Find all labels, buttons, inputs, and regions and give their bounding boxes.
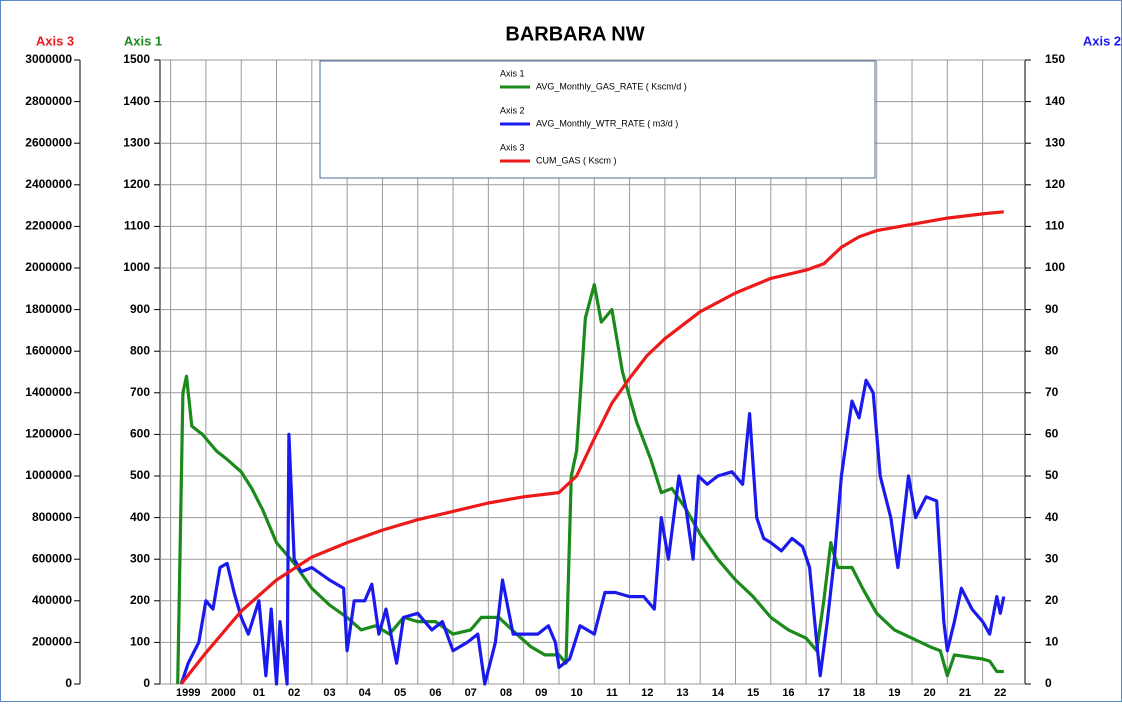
y3-tick-label: 400000 — [32, 593, 72, 607]
x-tick-label: 07 — [465, 687, 477, 699]
x-tick-label: 12 — [641, 687, 653, 699]
y3-tick-label: 2800000 — [25, 94, 72, 108]
y3-tick-label: 2200000 — [25, 219, 72, 233]
y3-tick-label: 1600000 — [25, 343, 72, 357]
y2-tick-label: 40 — [1045, 510, 1059, 524]
y2-tick-label: 10 — [1045, 635, 1059, 649]
legend-label: AVG_Monthly_GAS_RATE ( Kscm/d ) — [536, 81, 687, 91]
y-tick-label: 1300 — [123, 135, 150, 149]
y2-tick-label: 90 — [1045, 302, 1059, 316]
y-tick-label: 1200 — [123, 177, 150, 191]
x-tick-label: 15 — [747, 687, 759, 699]
y-tick-label: 900 — [130, 302, 150, 316]
axis2-title: Axis 2 — [1083, 33, 1121, 48]
x-tick-label: 13 — [676, 687, 688, 699]
x-tick-label: 16 — [782, 687, 794, 699]
x-tick-label: 05 — [394, 687, 406, 699]
x-tick-label: 21 — [959, 687, 971, 699]
y-tick-label: 0 — [143, 676, 150, 690]
axis3-title: Axis 3 — [36, 33, 74, 48]
x-tick-label: 14 — [712, 687, 725, 699]
x-tick-label: 18 — [853, 687, 865, 699]
legend-axis-label: Axis 3 — [500, 142, 525, 152]
x-tick-label: 03 — [323, 687, 335, 699]
y2-tick-label: 110 — [1045, 219, 1065, 233]
x-tick-label: 11 — [606, 687, 618, 699]
x-tick-label: 01 — [253, 687, 265, 699]
x-tick-label: 1999 — [176, 687, 200, 699]
x-tick-label: 10 — [570, 687, 582, 699]
y3-tick-label: 600000 — [32, 551, 72, 565]
y2-tick-label: 100 — [1045, 260, 1065, 274]
y-tick-label: 800 — [130, 343, 150, 357]
y2-tick-label: 80 — [1045, 343, 1059, 357]
x-tick-label: 17 — [818, 687, 830, 699]
y3-tick-label: 1800000 — [25, 302, 72, 316]
series-line — [179, 210, 1004, 685]
y-tick-label: 1500 — [123, 52, 150, 66]
x-tick-label: 19 — [888, 687, 900, 699]
y2-tick-label: 20 — [1045, 593, 1059, 607]
y3-tick-label: 800000 — [32, 510, 72, 524]
x-tick-label: 04 — [359, 687, 372, 699]
x-tick-label: 02 — [288, 687, 300, 699]
y3-tick-label: 2400000 — [25, 177, 72, 191]
y2-tick-label: 50 — [1045, 468, 1059, 482]
y3-tick-label: 1000000 — [25, 468, 72, 482]
x-tick-label: 22 — [994, 687, 1006, 699]
legend-axis-label: Axis 2 — [500, 105, 525, 115]
y3-tick-label: 2000000 — [25, 260, 72, 274]
y3-tick-label: 1200000 — [25, 427, 72, 441]
x-tick-label: 06 — [429, 687, 441, 699]
series-line — [179, 378, 1006, 686]
y2-tick-label: 130 — [1045, 135, 1065, 149]
y2-tick-label: 70 — [1045, 385, 1059, 399]
y3-tick-label: 2600000 — [25, 135, 72, 149]
y3-tick-label: 0 — [65, 676, 72, 690]
axis1-title: Axis 1 — [124, 33, 162, 48]
y-tick-label: 1100 — [124, 219, 150, 233]
y-tick-label: 500 — [130, 468, 150, 482]
y3-tick-label: 200000 — [32, 635, 72, 649]
y2-tick-label: 150 — [1045, 52, 1065, 66]
legend-label: CUM_GAS ( Kscm ) — [536, 155, 617, 165]
y-tick-label: 100 — [130, 635, 150, 649]
x-tick-label: 08 — [500, 687, 512, 699]
y-tick-label: 200 — [130, 593, 150, 607]
y3-tick-label: 1400000 — [25, 385, 72, 399]
x-tick-label: 2000 — [211, 687, 235, 699]
x-tick-label: 20 — [924, 687, 936, 699]
x-tick-label: 09 — [535, 687, 547, 699]
legend-label: AVG_Monthly_WTR_RATE ( m3/d ) — [536, 118, 678, 128]
y2-tick-label: 140 — [1045, 94, 1065, 108]
y-tick-label: 1400 — [123, 94, 150, 108]
y3-tick-label: 3000000 — [25, 52, 72, 66]
series-line — [176, 283, 1004, 685]
chart-title: BARBARA NW — [505, 23, 644, 45]
y2-tick-label: 120 — [1045, 177, 1065, 191]
y-tick-label: 400 — [130, 510, 150, 524]
y2-tick-label: 0 — [1045, 676, 1052, 690]
y-tick-label: 1000 — [123, 260, 150, 274]
y-tick-label: 600 — [130, 427, 150, 441]
legend-axis-label: Axis 1 — [500, 68, 525, 78]
y2-tick-label: 30 — [1045, 551, 1059, 565]
legend-box — [319, 60, 876, 179]
y-tick-label: 700 — [130, 385, 150, 399]
y2-tick-label: 60 — [1045, 427, 1059, 441]
y-tick-label: 300 — [130, 551, 150, 565]
